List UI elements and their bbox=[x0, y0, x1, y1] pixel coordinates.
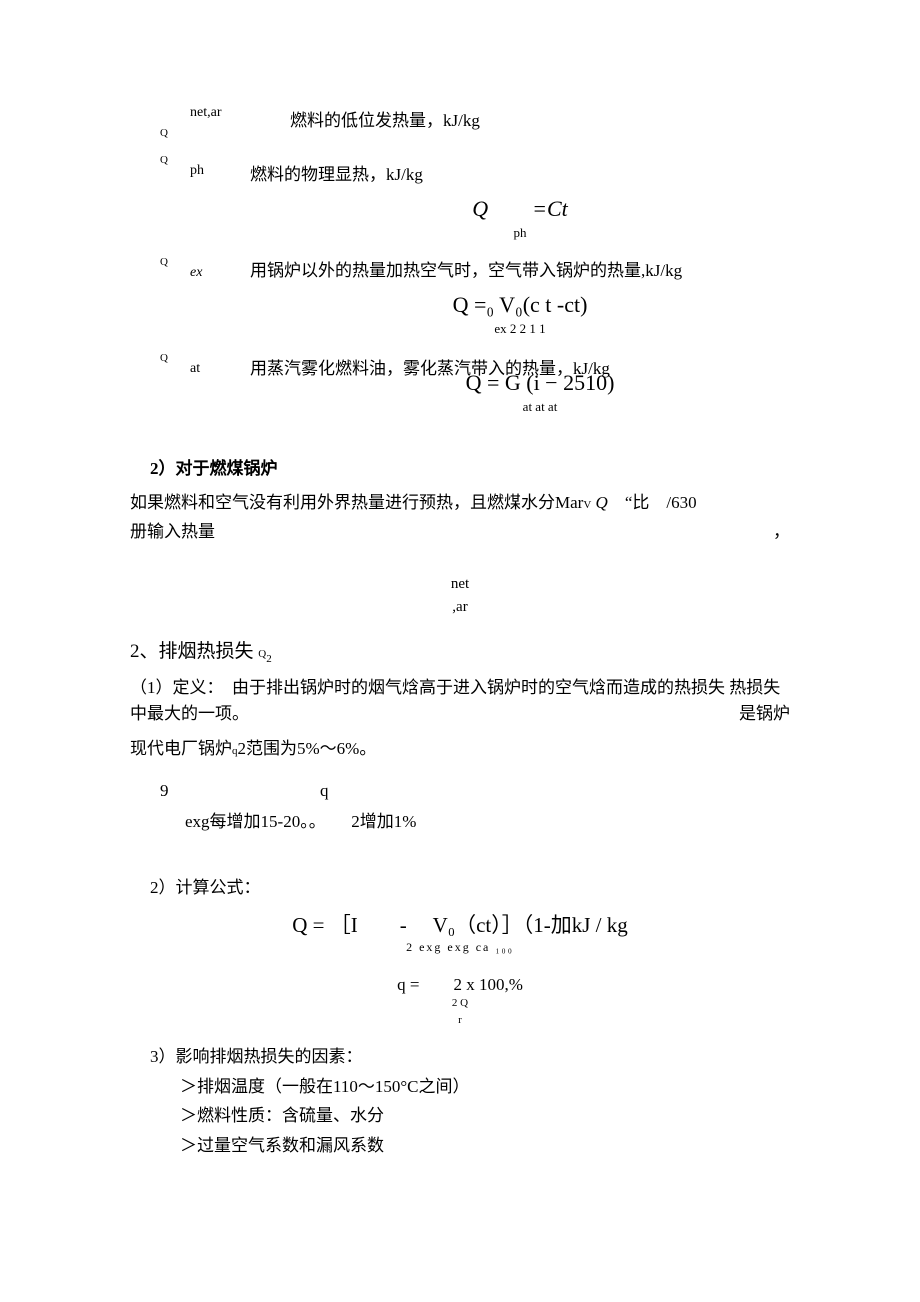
heading-coal-boiler-text: 2）对于燃煤锅炉 bbox=[150, 459, 278, 478]
desc-ex-text: 用锅炉以外的热量加热空气时，空气带入锅炉的热量,kJ/kg bbox=[250, 261, 682, 280]
formula-small-main: q = 2 x 100,% bbox=[397, 975, 523, 994]
formula-q2-percent: q = 2 x 100,% 2 Q r bbox=[130, 972, 790, 1029]
coal-para-1d: “比 /630 bbox=[625, 493, 697, 512]
heading-q2-sub: 2 bbox=[266, 653, 272, 665]
factor-1: ＞排烟温度（一般在110〜150°C之间） bbox=[180, 1074, 790, 1100]
factors-heading: 3）影响排烟热损失的因素： bbox=[150, 1044, 790, 1070]
q-letter: q bbox=[320, 781, 329, 800]
document-page: net,ar Q 燃料的低位发热量，kJ/kg Q ph 燃料的物理显热，kJ/… bbox=[0, 0, 920, 1222]
coal-para-2-right: ， bbox=[730, 519, 790, 545]
exg-cell2: q bbox=[320, 778, 390, 804]
formula-q2: Q = ［I - V₀（ct）］（1-加kJ / kg 2 exg exg ca… bbox=[130, 910, 790, 956]
center-netar-text: net ,ar bbox=[451, 576, 469, 615]
heading-coal-boiler: 2）对于燃煤锅炉 bbox=[150, 456, 790, 482]
q2-definition: （1）定义： 由于排出锅炉时的烟气焓高于进入锅炉时的空气焓而造成的热损失 热损失… bbox=[130, 675, 790, 726]
exg-line-text: exg每增加15-20。。 2增加1% bbox=[185, 812, 416, 831]
formula-ex: Q =₀ V₀(c t -ct) ex 2 2 1 1 bbox=[250, 288, 790, 339]
q2-def-label: （1）定义： bbox=[130, 678, 215, 697]
desc-at: 用蒸汽雾化燃料油，雾化蒸汽带入的热量，kJ/kg Q = G (i − 2510… bbox=[250, 356, 790, 424]
factor-2-text: ＞燃料性质：含硫量、水分 bbox=[180, 1106, 384, 1125]
q2-def-right: 是锅炉 bbox=[739, 701, 790, 727]
coal-para-2-text: 册输入热量 bbox=[130, 522, 215, 541]
sub-ex: ex bbox=[190, 262, 202, 283]
coal-para-1c: Q bbox=[596, 493, 608, 512]
formula-q2-main: Q = ［I - V₀（ct）］（1-加kJ / kg bbox=[292, 913, 628, 937]
formula-ph-sub: ph bbox=[250, 223, 790, 243]
desc-netar-text: 燃料的低位发热量，kJ/kg bbox=[290, 111, 480, 130]
def-row-ex: Q ex 用锅炉以外的热量加热空气时，空气带入锅炉的热量,kJ/kg Q =₀ … bbox=[160, 258, 790, 348]
q-netar: Q bbox=[160, 125, 168, 142]
factor-3-text: ＞过量空气系数和漏风系数 bbox=[180, 1136, 384, 1155]
q2-range-rest: 2范围为5%〜6%。 bbox=[238, 739, 377, 758]
sub-netar: net,ar bbox=[190, 102, 221, 123]
definitions-table: net,ar Q 燃料的低位发热量，kJ/kg Q ph 燃料的物理显热，kJ/… bbox=[160, 108, 790, 426]
calc-heading: 2）计算公式： bbox=[150, 875, 790, 901]
coal-para-1: 如果燃料和空气没有利用外界热量进行预热，且燃煤水分MarV Q “比 /630 bbox=[130, 490, 790, 516]
formula-q2-sub: 2 exg exg ca ₁₀₀ bbox=[130, 938, 790, 956]
q2-range-a: 现代电厂锅炉 bbox=[130, 739, 232, 758]
formula-ph-main: Q =Ct bbox=[472, 196, 568, 221]
sub-ph: ph bbox=[190, 160, 204, 181]
def-row-at: Q at 用蒸汽雾化燃料油，雾化蒸汽带入的热量，kJ/kg Q = G (i −… bbox=[160, 356, 790, 426]
factors-heading-text: 3）影响排烟热损失的因素： bbox=[150, 1047, 363, 1066]
coal-para-1a: 如果燃料和空气没有利用外界热量进行预热，且燃煤水分Mar bbox=[130, 493, 583, 512]
formula-ph: Q =Ct ph bbox=[250, 192, 790, 243]
calc-heading-text: 2）计算公式： bbox=[150, 878, 261, 897]
q-ex: Q bbox=[160, 254, 168, 271]
exg-cell1: 9 bbox=[160, 778, 320, 804]
def-row-ph: Q ph 燃料的物理显热，kJ/kg Q =Ct ph bbox=[160, 162, 790, 250]
coal-para-2: 册输入热量 ， bbox=[130, 519, 790, 545]
center-netar: net ,ar bbox=[130, 551, 790, 619]
desc-ex: 用锅炉以外的热量加热空气时，空气带入锅炉的热量,kJ/kg Q =₀ V₀(c … bbox=[250, 258, 790, 346]
def-row-netar: net,ar Q 燃料的低位发热量，kJ/kg bbox=[160, 108, 790, 154]
exg-line: exg每增加15-20。。 2增加1% bbox=[185, 809, 790, 835]
q2-range: 现代电厂锅炉q2范围为5%〜6%。 bbox=[130, 736, 790, 762]
formula-small-sub: 2 Q r bbox=[130, 995, 790, 1028]
heading-q2-a: 2、排烟热损失 bbox=[130, 641, 254, 662]
sub-at: at bbox=[190, 358, 200, 379]
formula-ex-main: Q =₀ V₀(c t -ct) bbox=[453, 292, 588, 317]
desc-ph: 燃料的物理显热，kJ/kg Q =Ct ph bbox=[250, 162, 790, 250]
nine: 9 bbox=[160, 781, 169, 800]
q-at: Q bbox=[160, 350, 168, 367]
factor-3: ＞过量空气系数和漏风系数 bbox=[180, 1133, 790, 1159]
formula-at-sub: at at at bbox=[290, 397, 790, 417]
heading-q2: 2、排烟热损失 Q2 bbox=[130, 638, 790, 667]
factor-1-text: ＞排烟温度（一般在110〜150°C之间） bbox=[180, 1077, 470, 1096]
q2-def-text: 由于排出锅炉时的烟气焓高于进入锅炉时的空气焓而造成的热损失 热损失中最大的一项。 bbox=[130, 678, 780, 723]
formula-ex-sub: ex 2 2 1 1 bbox=[250, 319, 790, 339]
q-ph: Q bbox=[160, 152, 168, 169]
coal-para-1b: V bbox=[583, 499, 591, 511]
factor-2: ＞燃料性质：含硫量、水分 bbox=[180, 1103, 790, 1129]
desc-ph-text: 燃料的物理显热，kJ/kg bbox=[250, 165, 423, 184]
formula-at-main: Q = G (i − 2510) bbox=[466, 370, 615, 395]
desc-netar: 燃料的低位发热量，kJ/kg bbox=[250, 108, 790, 134]
exg-row: 9 q bbox=[160, 778, 790, 804]
